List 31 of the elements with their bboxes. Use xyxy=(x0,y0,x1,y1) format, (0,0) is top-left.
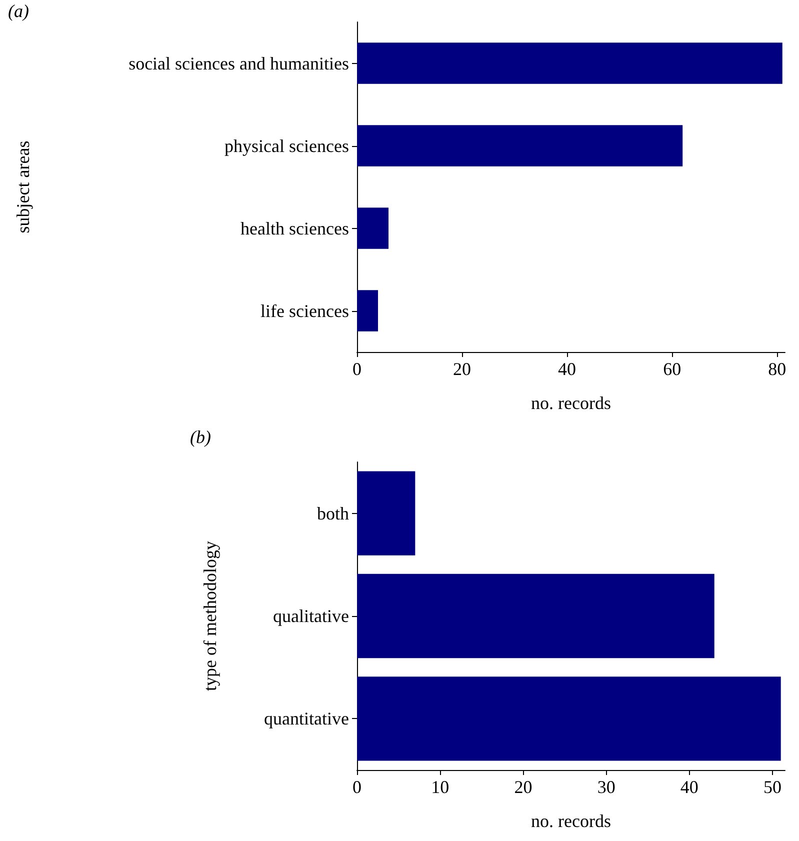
x-tick-label: 0 xyxy=(352,359,362,379)
x-tick-label: 20 xyxy=(453,359,472,379)
bar xyxy=(357,676,781,761)
x-tick-label: 40 xyxy=(680,777,698,797)
x-axis-title: no. records xyxy=(531,393,611,413)
y-tick-label: both xyxy=(316,503,349,524)
bar xyxy=(357,471,416,556)
x-tick-label: 40 xyxy=(558,359,576,379)
y-tick-label: physical sciences xyxy=(224,136,349,156)
x-tick-label: 10 xyxy=(431,777,450,797)
text: (b) xyxy=(190,427,211,447)
y-tick-label: qualitative xyxy=(273,606,349,626)
x-tick-label: 20 xyxy=(514,777,532,797)
x-tick-label: 30 xyxy=(597,777,616,797)
bar xyxy=(357,125,683,166)
y-tick-label: health sciences xyxy=(240,218,349,238)
x-tick-label: 60 xyxy=(663,359,682,379)
x-axis-title: no. records xyxy=(531,811,611,831)
bar xyxy=(357,208,389,249)
y-axis-title: type of methodology xyxy=(200,541,220,691)
y-tick-label: social sciences and humanities xyxy=(128,53,349,74)
x-tick-label: 0 xyxy=(352,777,362,797)
x-tick-label: 80 xyxy=(768,359,786,379)
bar xyxy=(357,42,782,84)
y-tick-label: life sciences xyxy=(260,300,349,321)
y-tick-label: quantitative xyxy=(264,708,349,729)
bar xyxy=(357,574,714,658)
bar xyxy=(357,290,378,332)
y-axis-title: subject areas xyxy=(13,140,33,234)
x-tick-label: 50 xyxy=(764,777,782,797)
text: (a) xyxy=(8,1,29,21)
